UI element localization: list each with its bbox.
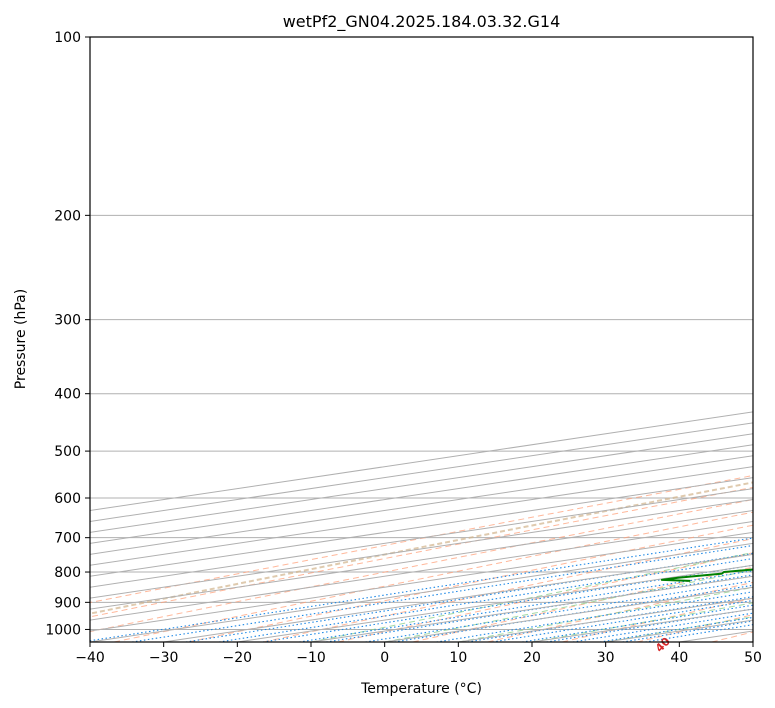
isotherm-line bbox=[90, 466, 753, 566]
y-tick-label: 400 bbox=[54, 387, 81, 403]
isotherm-line bbox=[90, 455, 753, 555]
x-tick-label: −30 bbox=[149, 650, 179, 666]
condensation-curve bbox=[90, 481, 753, 615]
mixing-ratio-line bbox=[218, 557, 753, 642]
y-tick-label: 100 bbox=[54, 30, 81, 46]
isotherm-line bbox=[90, 499, 753, 599]
y-tick-label: 600 bbox=[54, 491, 81, 507]
isotherm-line bbox=[90, 531, 753, 632]
mixing-ratio-line bbox=[522, 604, 753, 642]
x-tick-label: −40 bbox=[75, 650, 105, 666]
x-tick-label: −20 bbox=[223, 650, 253, 666]
dry-adiabat-line bbox=[188, 524, 753, 642]
x-tick-label: 40 bbox=[670, 650, 688, 666]
x-tick-label: 0 bbox=[380, 650, 389, 666]
y-tick-label: 900 bbox=[54, 595, 81, 611]
y-tick-label: 800 bbox=[54, 565, 81, 581]
chart-title: wetPf2_GN04.2025.184.03.32.G14 bbox=[283, 12, 561, 32]
x-axis-label: Temperature (°C) bbox=[360, 681, 482, 697]
mixing-ratio-line bbox=[492, 599, 753, 642]
isotherm-line bbox=[90, 520, 753, 621]
mixing-ratio-line bbox=[131, 544, 753, 642]
moist-adiabat-line bbox=[531, 602, 753, 642]
mixing-ratio-line bbox=[185, 553, 753, 642]
dry-adiabat-line bbox=[90, 486, 753, 618]
mixing-ratio-line bbox=[599, 616, 753, 642]
isotherm-line bbox=[90, 477, 753, 577]
y-axis-label: Pressure (hPa) bbox=[13, 289, 29, 389]
x-tick-label: −10 bbox=[296, 650, 326, 666]
dry-adiabat-line bbox=[487, 581, 753, 642]
mixing-ratio-line bbox=[90, 537, 753, 642]
plot-frame bbox=[89, 36, 754, 643]
y-tick-label: 1000 bbox=[45, 622, 81, 638]
mixing-ratio-line bbox=[572, 612, 753, 642]
x-tick-label: 20 bbox=[523, 650, 541, 666]
y-tick-label: 300 bbox=[54, 313, 81, 329]
dry-adiabat-line bbox=[90, 499, 753, 633]
x-tick-label: 30 bbox=[597, 650, 615, 666]
y-tick-label: 700 bbox=[54, 531, 81, 547]
moist-adiabat-line bbox=[458, 586, 753, 642]
x-tick-label: 10 bbox=[449, 650, 467, 666]
y-tick-label: 200 bbox=[54, 208, 81, 224]
isotherm-line bbox=[90, 509, 753, 610]
y-tick-label: 500 bbox=[54, 444, 81, 460]
isotherm-line bbox=[90, 444, 753, 544]
dry-adiabat-line bbox=[263, 538, 753, 642]
isotherm-line bbox=[90, 488, 753, 588]
x-tick-label: 50 bbox=[744, 650, 762, 666]
